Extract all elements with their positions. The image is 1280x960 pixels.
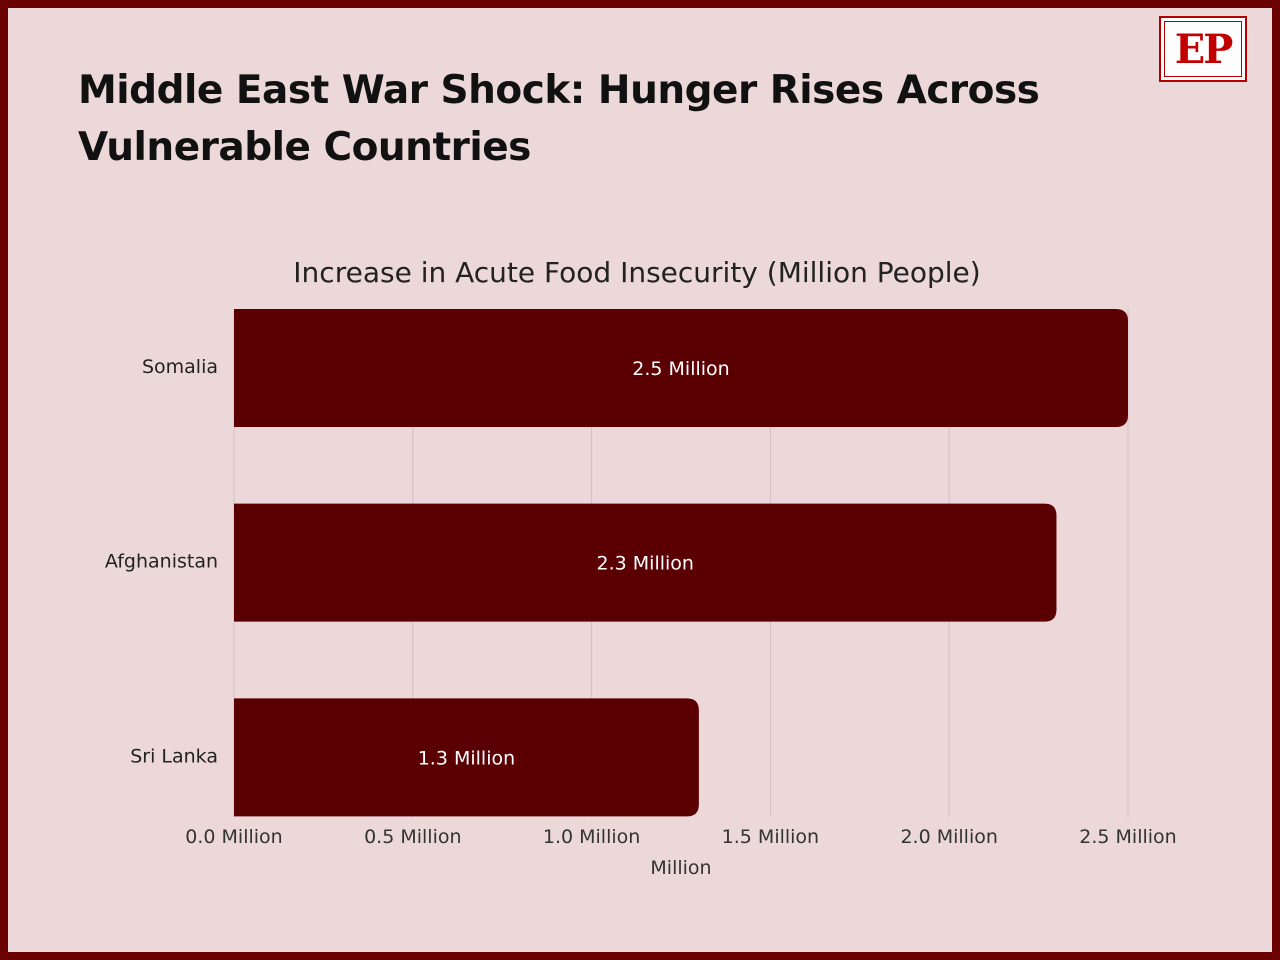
bar-value-label: 2.5 Million [632,358,729,380]
x-axis-title: Million [650,857,711,879]
chart-title: Increase in Acute Food Insecurity (Milli… [293,256,980,289]
bar-sri-lanka [234,698,699,817]
x-tick-label: 2.5 Million [1079,826,1176,848]
bar-somalia [234,309,1128,427]
bar-value-label: 2.3 Million [597,553,694,575]
x-tick-label: 1.0 Million [543,826,640,848]
headline: Middle East War Shock: Hunger Rises Acro… [78,68,1040,170]
x-tick-label: 0.5 Million [364,826,461,848]
bar-afghanistan [234,503,1057,622]
category-label: Sri Lanka [130,745,218,767]
category-label: Somalia [142,356,218,378]
bars: 2.5 Million 2.3 Million 1.3 Million [234,309,1128,817]
x-axis-ticks: 0.0 Million 0.5 Million 1.0 Million 1.5 Mil… [185,826,1176,848]
category-label: Afghanistan [105,551,218,573]
bar-value-label: 1.3 Million [418,747,515,769]
x-tick-label: 1.5 Million [722,826,819,848]
x-tick-label: 0.0 Million [185,826,282,848]
ep-logo-text: EP [1174,25,1234,73]
ep-logo[interactable]: EP [1159,16,1247,82]
y-axis-categories: Somalia Afghanistan Sri Lanka [105,356,218,767]
x-tick-label: 2.0 Million [900,826,997,848]
